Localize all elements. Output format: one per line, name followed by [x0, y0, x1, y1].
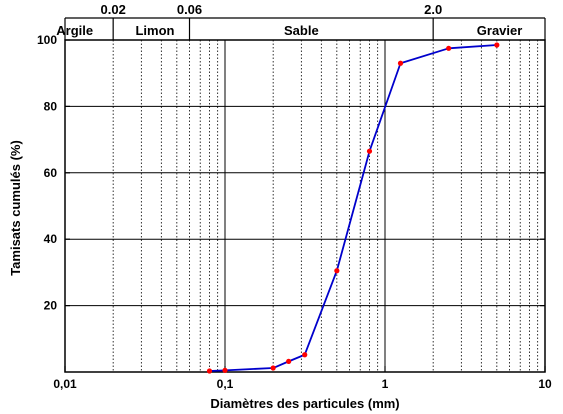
- data-point: [222, 367, 228, 373]
- x-tick-label: 1: [382, 377, 389, 391]
- grid-layer: [65, 40, 545, 372]
- data-point: [334, 268, 340, 274]
- class-boundary-label: 2.0: [424, 2, 442, 17]
- x-axis-title: Diamètres des particules (mm): [210, 396, 399, 411]
- x-tick-label: 0,1: [217, 377, 234, 391]
- data-point: [270, 365, 276, 371]
- data-point: [494, 42, 500, 48]
- y-tick-label: 60: [44, 166, 58, 180]
- y-tick-label: 40: [44, 232, 58, 246]
- class-boundary-label: 0.02: [101, 2, 126, 17]
- class-boundary-label: 0.06: [177, 2, 202, 17]
- series-line: [209, 44, 497, 372]
- size-class-band: 0.02 0.06 2.0 Argile Limon Sable Gravier: [56, 2, 546, 40]
- size-class-label: Sable: [284, 23, 319, 38]
- size-class-label: Argile: [56, 23, 93, 38]
- x-tick-label: 0,01: [53, 377, 77, 391]
- axes-frame: [64, 39, 546, 373]
- size-class-label: Limon: [135, 23, 174, 38]
- data-point: [446, 45, 452, 51]
- series-layer: [206, 42, 500, 374]
- data-point: [286, 358, 292, 364]
- plot-frame: [64, 39, 546, 373]
- y-tick-label: 20: [44, 299, 58, 313]
- data-point: [397, 60, 404, 66]
- data-point: [366, 148, 373, 154]
- y-tick-label: 80: [44, 99, 58, 113]
- labels-layer: 20 40 60 80 100 0,01 0,1 1 10: [37, 33, 552, 391]
- data-point: [302, 352, 308, 358]
- data-point: [206, 368, 213, 374]
- x-tick-label: 10: [538, 377, 552, 391]
- size-class-label: Gravier: [477, 23, 523, 38]
- y-tick-label: 100: [37, 33, 57, 47]
- y-axis-title: Tamisats cumulés (%): [8, 140, 23, 276]
